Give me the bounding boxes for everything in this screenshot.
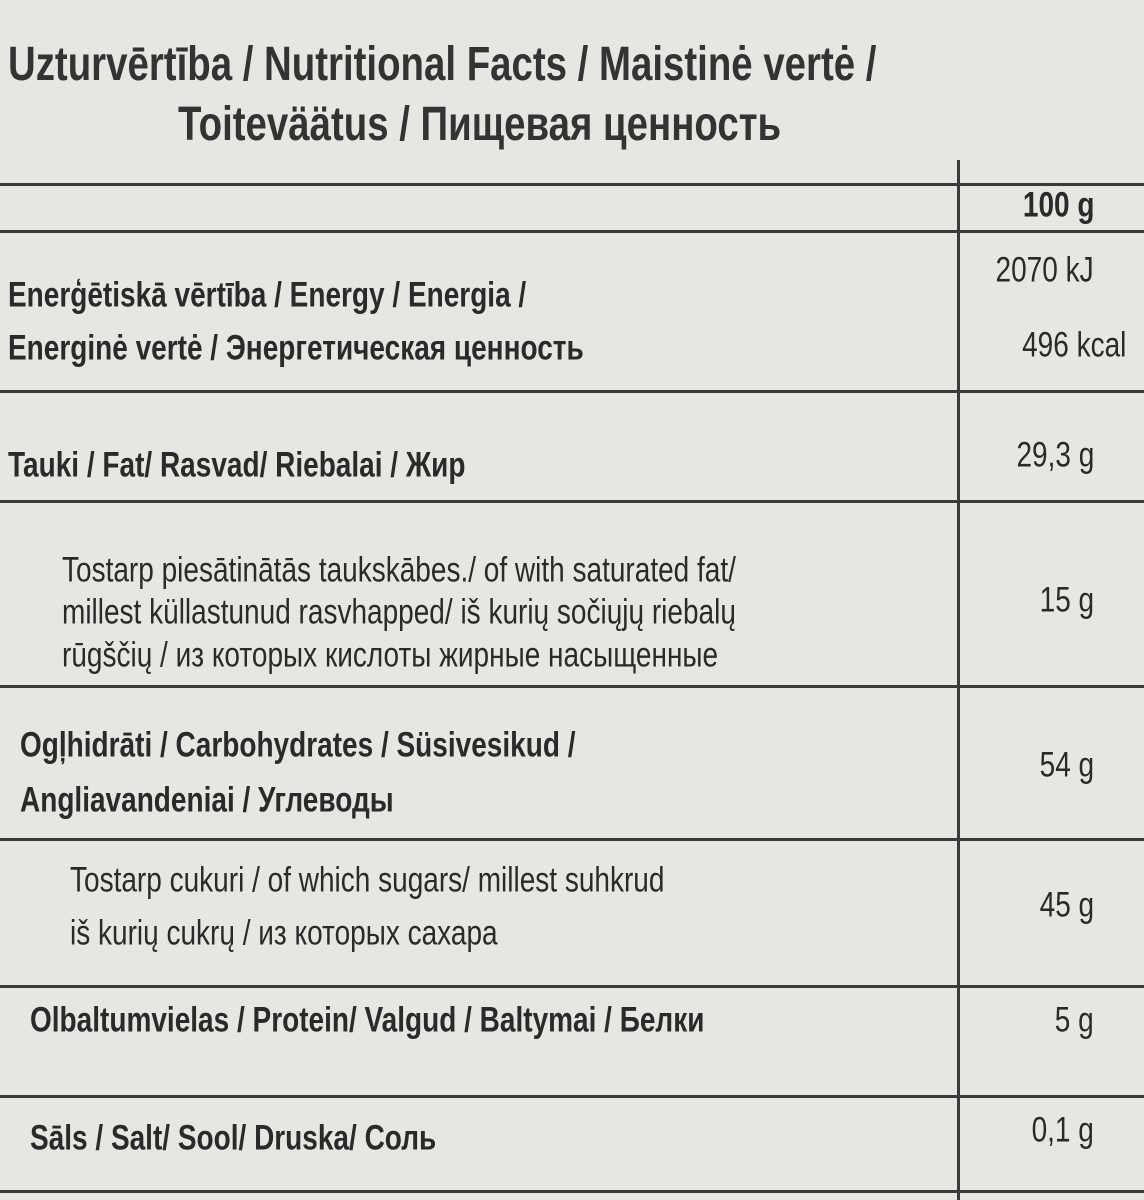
row-value: 0,1 g xyxy=(1031,1110,1094,1150)
row-value: 5 g xyxy=(1055,1000,1094,1040)
title-line: Toiteväätus / Пищевая ценность xyxy=(178,98,782,151)
rule xyxy=(0,685,1144,688)
row-label: Tostarp cukuri / of which sugars/ milles… xyxy=(70,860,665,900)
row-value: 54 g xyxy=(1039,745,1095,785)
rule xyxy=(0,230,1144,233)
row-label: Tauki / Fat/ Rasvad/ Riebalai / Жир xyxy=(8,445,466,485)
title-line: Uzturvērtība / Nutritional Facts / Maist… xyxy=(8,38,877,91)
rule xyxy=(0,500,1144,503)
rule xyxy=(0,390,1144,393)
rule xyxy=(0,1095,1144,1098)
row-value: 29,3 g xyxy=(1016,435,1094,475)
row-value: 2070 kJ xyxy=(995,250,1094,290)
column-rule xyxy=(957,160,960,1200)
row-label: Energinė vertė / Энергетическая ценность xyxy=(8,328,584,368)
row-label: Ogļhidrāti / Carbohydrates / Süsivesikud… xyxy=(20,725,576,765)
rule xyxy=(0,985,1144,988)
row-label: Sāls / Salt/ Sool/ Druska/ Соль xyxy=(30,1118,437,1158)
rule xyxy=(0,1190,1144,1193)
row-label: iš kurių cukrų / из которых сахара xyxy=(70,913,498,953)
row-label: Olbaltumvielas / Protein/ Valgud / Balty… xyxy=(30,1000,705,1040)
row-label: Tostarp piesātinātās taukskābes./ of wit… xyxy=(62,550,736,590)
row-value: 45 g xyxy=(1039,885,1095,925)
row-label: rūgščių / из которых кислоты жирные насы… xyxy=(62,635,719,675)
row-label: Enerģētiskā vērtība / Energy / Energia / xyxy=(8,275,527,315)
row-label: Angliavandeniai / Углеводы xyxy=(20,780,394,820)
rule xyxy=(0,838,1144,841)
row-value: 496 kcal xyxy=(1021,325,1126,365)
row-value: 15 g xyxy=(1039,580,1095,620)
rule xyxy=(0,183,1144,186)
row-label: millest küllastunud rasvhapped/ iš kurių… xyxy=(62,592,736,632)
column-header: 100 g xyxy=(1022,185,1094,225)
